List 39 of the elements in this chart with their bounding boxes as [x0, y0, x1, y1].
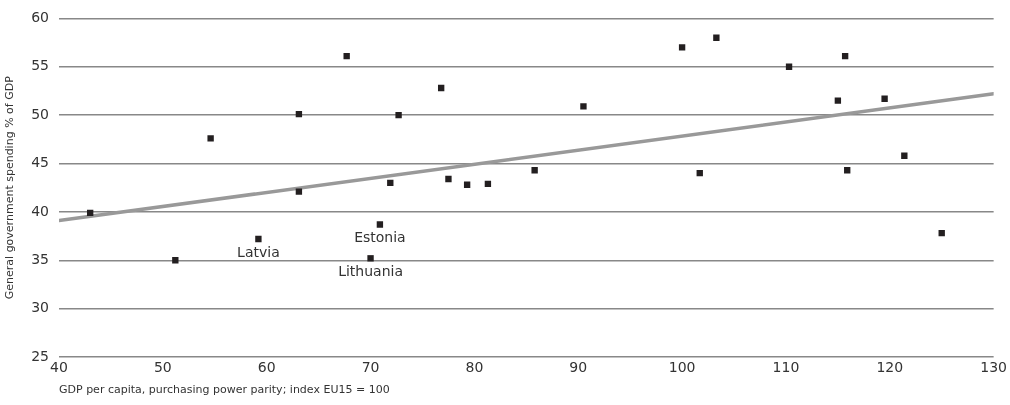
- annotation: Latvia: [237, 243, 280, 260]
- x-tick-label: 60: [257, 359, 276, 376]
- y-axis-title: General government spending % of GDP: [3, 75, 17, 300]
- point: [531, 167, 538, 174]
- y-tick-label: 25: [31, 347, 50, 364]
- x-tick-label: 120: [876, 359, 904, 376]
- x-tick-label: 90: [569, 359, 588, 376]
- point: [207, 135, 214, 142]
- x-axis-title: GDP per capita, purchasing power parity; index EU15 = 100: [59, 383, 390, 397]
- point: [295, 188, 303, 195]
- point: [678, 44, 686, 51]
- point: [376, 221, 384, 228]
- y-tick-label: 40: [31, 202, 50, 219]
- x-tick-label: 110: [772, 359, 800, 376]
- point: [901, 152, 908, 159]
- y-tick-label: 45: [31, 154, 50, 171]
- point: [445, 175, 452, 183]
- point: [255, 235, 262, 243]
- point: [343, 52, 350, 60]
- annotation: Estonia: [354, 229, 406, 246]
- y-tick-label: 55: [31, 57, 50, 74]
- annotation: Lithuania: [338, 262, 403, 279]
- y-tick-label: 30: [31, 299, 50, 316]
- x-tick-label: 50: [153, 359, 172, 376]
- x-tick-label: 80: [465, 359, 484, 376]
- x-tick-label: 100: [668, 359, 696, 376]
- y-tick-label: 60: [31, 9, 50, 26]
- point: [580, 103, 587, 110]
- point: [367, 255, 374, 262]
- point: [881, 95, 888, 102]
- point: [713, 34, 720, 41]
- x-tick-label: 130: [980, 359, 1008, 376]
- point: [834, 97, 842, 104]
- point: [172, 257, 179, 264]
- y-tick-label: 50: [31, 105, 50, 122]
- x-tick-label: 40: [50, 359, 68, 376]
- y-tick-label: 35: [31, 250, 50, 267]
- point: [395, 111, 402, 119]
- x-tick-label: 70: [361, 359, 380, 376]
